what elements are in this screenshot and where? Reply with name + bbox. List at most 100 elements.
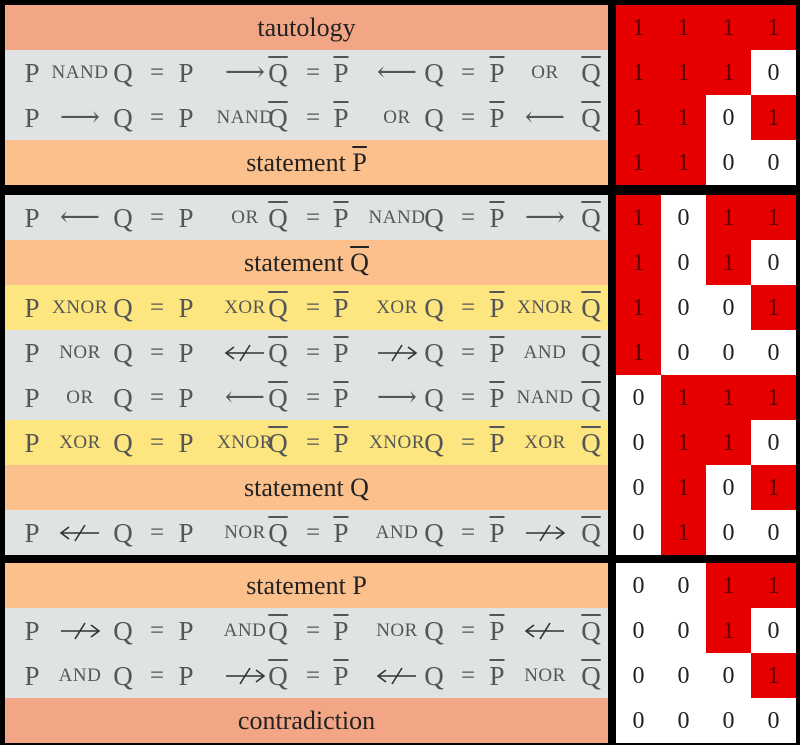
truth-cell: 0: [751, 698, 796, 743]
truth-cell: 1: [751, 563, 796, 608]
equals-sign: =: [305, 204, 321, 231]
equals-sign: =: [460, 294, 476, 321]
truth-cell: 1: [616, 50, 661, 95]
equals-sign: =: [149, 339, 165, 366]
equals-sign: =: [305, 617, 321, 644]
truth-cell: 1: [751, 465, 796, 510]
truth-cell: 1: [616, 330, 661, 375]
truth-cell: 0: [706, 465, 751, 510]
variable-symbol: Q: [581, 293, 601, 323]
variable-symbol: P: [489, 661, 505, 691]
variable-symbol: P: [333, 338, 349, 368]
row-label-text: tautology: [257, 12, 356, 42]
variable-symbol: P: [178, 383, 194, 413]
truth-cell: 0: [616, 608, 661, 653]
truth-cell: 0: [706, 285, 751, 330]
variable-symbol: P: [178, 293, 194, 323]
variable-symbol: Q: [113, 383, 133, 413]
variable-symbol: Q: [581, 428, 601, 458]
variable-symbol: P: [489, 518, 505, 548]
truth-cell: 1: [706, 240, 751, 285]
variable-symbol: P: [178, 428, 194, 458]
equals-sign: =: [149, 59, 165, 86]
row-label-variable: Q: [350, 247, 369, 277]
truth-cell: 0: [706, 330, 751, 375]
truth-cell: 0: [661, 285, 706, 330]
variable-symbol: Q: [581, 661, 601, 691]
operator-label: XOR: [59, 432, 101, 453]
variable-symbol: Q: [113, 58, 133, 88]
label-row: statement P: [5, 563, 608, 608]
truth-cell: 0: [751, 50, 796, 95]
arrow-symbol: ⟵: [524, 102, 566, 133]
operator-label: NOR: [224, 522, 266, 543]
operator-label: NAND: [516, 387, 574, 408]
truth-cell: 0: [616, 563, 661, 608]
equation-row: P XOR Q = P XNOR Q = P XNOR Q = P XOR Q: [5, 420, 608, 465]
variable-symbol: Q: [268, 383, 288, 413]
variable-symbol: P: [24, 383, 40, 413]
variable-symbol: Q: [113, 203, 133, 233]
truth-cell: 0: [616, 698, 661, 743]
row-label: tautology: [5, 5, 608, 50]
equals-sign: =: [460, 617, 476, 644]
truth-cell: 1: [706, 563, 751, 608]
truth-cell: 0: [661, 608, 706, 653]
operator-label: OR: [66, 387, 94, 408]
variable-symbol: P: [178, 616, 194, 646]
truth-cell: 0: [751, 420, 796, 465]
truth-cell: 1: [661, 95, 706, 140]
truth-cell: 0: [751, 510, 796, 555]
truth-cell: 1: [706, 50, 751, 95]
variable-symbol: Q: [268, 338, 288, 368]
label-row: statement P: [5, 140, 608, 185]
operator-label: OR: [231, 207, 259, 228]
variable-symbol: P: [489, 616, 505, 646]
variable-symbol: P: [333, 383, 349, 413]
operator-label: OR: [383, 107, 411, 128]
equation-row: P ⟵ Q = P OR Q = P NAND Q = P ⟶ Q: [5, 195, 608, 240]
row-label: statement Q: [5, 240, 608, 285]
truth-cell: 1: [616, 140, 661, 185]
row-label-text: contradiction: [237, 705, 376, 735]
row-label-variable: P: [352, 147, 367, 177]
negated-arrow-right-icon: [226, 667, 266, 685]
equals-sign: =: [460, 429, 476, 456]
row-label-text: statement: [246, 147, 346, 177]
arrow-symbol: ⟵: [224, 382, 266, 413]
variable-symbol: P: [24, 428, 40, 458]
row-label-text: statement: [246, 570, 346, 600]
truth-cell: 1: [751, 195, 796, 240]
equation-row: P NOR Q = P Q = P Q = P AND Q: [5, 330, 608, 375]
variable-symbol: Q: [268, 58, 288, 88]
variable-symbol: Q: [113, 293, 133, 323]
truth-cell: 0: [706, 95, 751, 140]
variable-symbol: P: [489, 58, 505, 88]
variable-symbol: Q: [581, 338, 601, 368]
variable-symbol: P: [178, 661, 194, 691]
negated-arrow-left-icon: [524, 622, 564, 640]
negated-arrow-right-icon: [526, 524, 566, 542]
equals-sign: =: [149, 384, 165, 411]
variable-symbol: Q: [113, 518, 133, 548]
equation-row: P Q = P NOR Q = P AND Q = P Q: [5, 510, 608, 555]
variable-symbol: P: [333, 103, 349, 133]
equals-sign: =: [460, 204, 476, 231]
truth-cell: 1: [751, 375, 796, 420]
operator-label: AND: [223, 620, 267, 641]
variable-symbol: Q: [113, 103, 133, 133]
truth-cell: 0: [706, 510, 751, 555]
variable-symbol: P: [489, 203, 505, 233]
truth-cell: 0: [616, 420, 661, 465]
truth-cell: 0: [706, 140, 751, 185]
equals-sign: =: [460, 519, 476, 546]
variable-symbol: P: [489, 428, 505, 458]
variable-symbol: P: [24, 103, 40, 133]
variable-symbol: Q: [424, 338, 444, 368]
row-label-text: statement: [244, 247, 344, 277]
truth-cell: 1: [661, 510, 706, 555]
row-label: contradiction: [5, 698, 608, 743]
operator-label: NOR: [376, 620, 418, 641]
variable-symbol: P: [24, 518, 40, 548]
variable-symbol: P: [24, 58, 40, 88]
